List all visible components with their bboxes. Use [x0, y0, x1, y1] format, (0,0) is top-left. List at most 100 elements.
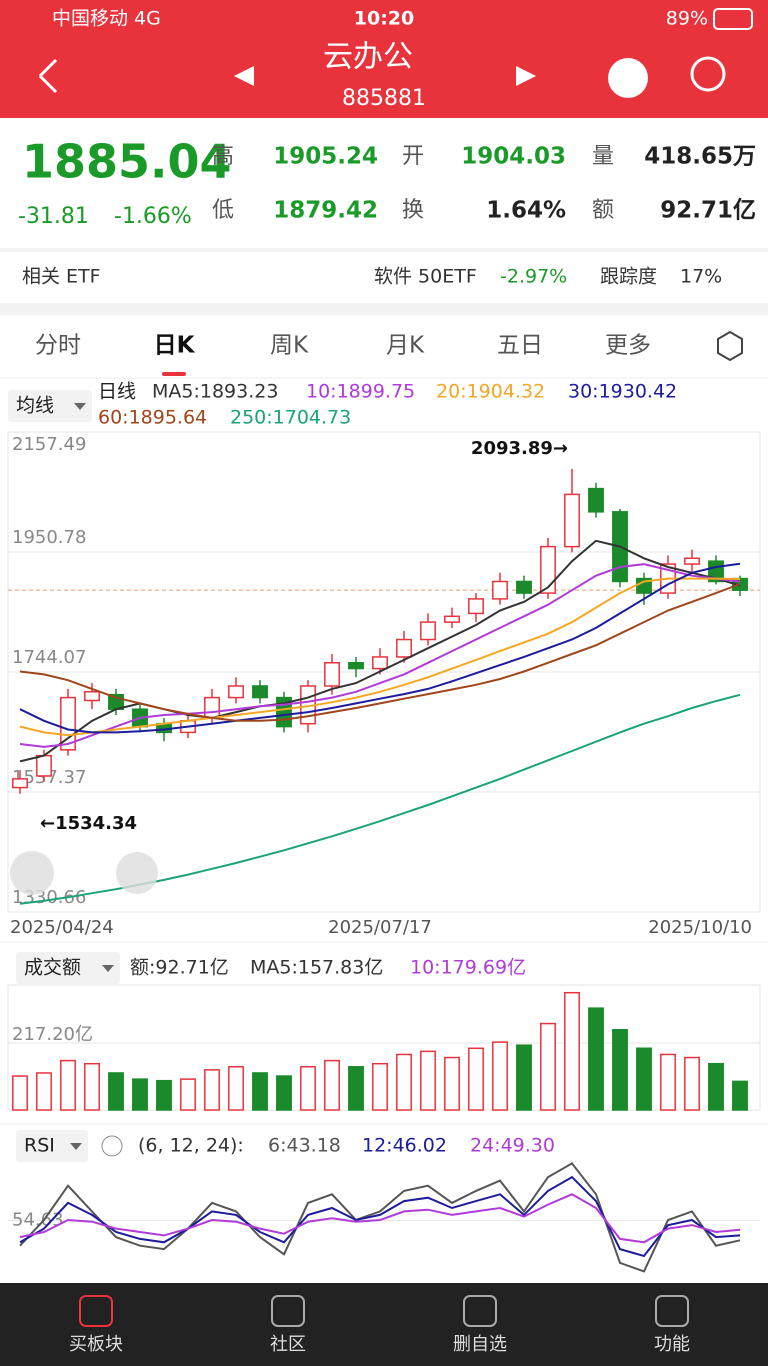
- tracking: 17%: [680, 266, 722, 288]
- field-value: 1905.24: [273, 144, 378, 170]
- volume-bar: [348, 1066, 364, 1111]
- indicator-button-label[interactable]: 成交额: [24, 957, 81, 979]
- fullscreen-button[interactable]: [116, 852, 158, 894]
- annotation: 2093.89→: [471, 438, 568, 459]
- field-value: 418.65万: [644, 144, 756, 170]
- battery: 89%: [666, 8, 708, 30]
- line: [19, 1193, 741, 1244]
- nav-icon[interactable]: [79, 1295, 113, 1327]
- prev[interactable]: [234, 66, 254, 86]
- divider: [0, 248, 768, 252]
- price: 1885.04: [22, 135, 232, 189]
- volume-bar: [156, 1079, 172, 1111]
- robot[interactable]: [608, 58, 648, 98]
- volume-bar: [228, 1066, 244, 1111]
- legend: MA5:157.83亿: [250, 957, 383, 979]
- nav-label[interactable]: 社区: [270, 1334, 306, 1355]
- indicator-button[interactable]: [8, 390, 92, 422]
- legend: 额:92.71亿: [130, 957, 229, 979]
- tab[interactable]: 分时: [35, 333, 81, 359]
- volume-bar: [708, 1062, 724, 1111]
- etf-change: -2.97%: [500, 266, 567, 288]
- y-tick-label: 1537.37: [12, 767, 86, 788]
- volume-bar: [444, 1056, 460, 1111]
- legend: 60:1895.64: [98, 407, 207, 429]
- candle-body: [372, 656, 388, 670]
- volume-bar: [108, 1072, 124, 1111]
- volume-bar: [396, 1053, 412, 1111]
- field-label: 高: [212, 144, 234, 169]
- y-tick-label: 217.20亿: [12, 1024, 93, 1045]
- tab[interactable]: 五日: [497, 333, 543, 359]
- legend: 20:1904.32: [436, 381, 545, 403]
- volume-bar: [324, 1059, 340, 1111]
- volume-bar: [300, 1066, 316, 1111]
- candle-body: [564, 493, 580, 548]
- volume-bar: [564, 991, 580, 1111]
- tab[interactable]: 周K: [270, 333, 309, 359]
- search[interactable]: [690, 56, 726, 92]
- next[interactable]: [516, 66, 536, 86]
- back[interactable]: [38, 58, 58, 94]
- candle-body: [588, 487, 604, 513]
- x-tick-label: 2025/10/10: [648, 917, 752, 938]
- change: -31.81: [18, 204, 89, 229]
- volume-bar: [636, 1047, 652, 1111]
- nav-label[interactable]: 买板块: [69, 1334, 123, 1355]
- volume-bar: [84, 1062, 100, 1111]
- line: [19, 562, 741, 734]
- etf-label: 相关 ETF: [22, 266, 101, 288]
- field-value: 1904.03: [461, 144, 566, 170]
- line: [19, 577, 741, 737]
- candle-body: [468, 598, 484, 615]
- volume-bar: [492, 1041, 508, 1111]
- help[interactable]: [101, 1135, 123, 1157]
- field-label: 量: [592, 144, 614, 169]
- carrier: 中国移动 4G: [52, 8, 161, 30]
- indicator-button[interactable]: [16, 952, 120, 984]
- nav-icon[interactable]: [271, 1295, 305, 1327]
- legend: (6, 12, 24):: [138, 1135, 244, 1157]
- candle-body: [252, 685, 268, 699]
- volume-bar: [660, 1053, 676, 1111]
- annotation: ←1534.34: [40, 813, 137, 834]
- volume-bar: [132, 1078, 148, 1111]
- expand-button[interactable]: [10, 851, 54, 895]
- nav-icon[interactable]: [463, 1295, 497, 1327]
- legend: 24:49.30: [470, 1135, 555, 1157]
- legend: 12:46.02: [362, 1135, 447, 1157]
- nav-label[interactable]: 功能: [654, 1334, 690, 1355]
- indicator-button-label[interactable]: RSI: [24, 1135, 55, 1157]
- time: 10:20: [354, 8, 414, 30]
- divider: [0, 303, 768, 315]
- change-pct: -1.66%: [114, 204, 192, 229]
- candle-body: [540, 545, 556, 594]
- nav-label[interactable]: 删自选: [453, 1334, 507, 1355]
- tab[interactable]: 更多: [605, 333, 651, 359]
- legend: 10:179.69亿: [410, 957, 526, 979]
- etf-name: 软件 50ETF: [374, 266, 477, 288]
- nav-icon[interactable]: [655, 1295, 689, 1327]
- tab[interactable]: 日K: [154, 333, 196, 359]
- settings[interactable]: [717, 330, 743, 362]
- candle-body: [324, 662, 340, 687]
- volume-bar: [252, 1072, 268, 1111]
- legend: 250:1704.73: [230, 407, 351, 429]
- volume-bar: [180, 1078, 196, 1111]
- indicator-button[interactable]: [16, 1130, 88, 1162]
- volume-bar: [36, 1072, 52, 1111]
- field-label: 开: [402, 144, 424, 169]
- volume-bar: [420, 1050, 436, 1111]
- volume-bar: [612, 1029, 628, 1111]
- volume-bar: [276, 1075, 292, 1111]
- candle-body: [396, 638, 412, 658]
- tracking-label: 跟踪度: [600, 266, 657, 288]
- indicator-button-label[interactable]: 均线: [16, 395, 54, 417]
- field-label: 低: [212, 198, 234, 223]
- tab[interactable]: 月K: [386, 333, 425, 359]
- line: [19, 563, 741, 748]
- volume-bar: [60, 1059, 76, 1111]
- volume-bar: [372, 1062, 388, 1111]
- y-tick-label: 1744.07: [12, 647, 86, 668]
- volume-bar: [588, 1007, 604, 1111]
